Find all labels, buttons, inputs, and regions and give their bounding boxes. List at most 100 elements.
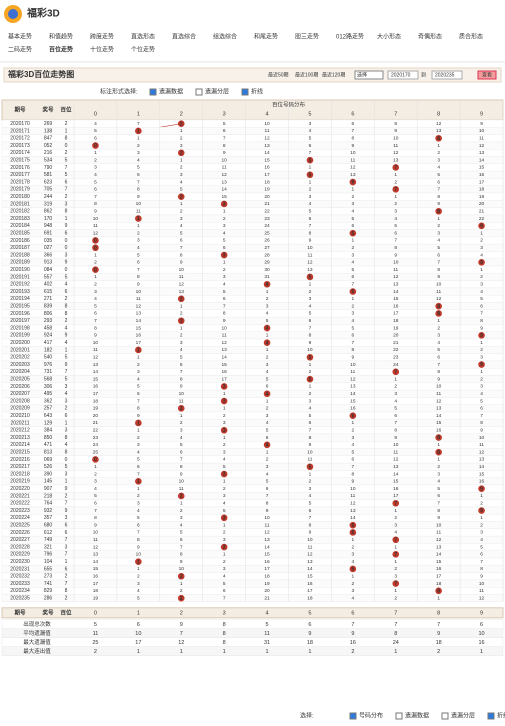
title-bar [3,67,502,83]
to-box[interactable] [431,70,463,80]
missing-count: 1 [437,457,440,463]
missing-count: 11 [393,267,398,273]
nav-link[interactable]: 跨度走势 [90,33,114,41]
missing-count: 7 [94,318,97,324]
missing-count: 5 [137,595,140,601]
nav-link[interactable]: 直选综合 [172,33,196,41]
missing-count: 11 [179,398,184,404]
hundreds: 3 [65,544,68,550]
missing-count: 3 [223,566,226,572]
nav-link[interactable]: 基本走势 [8,33,32,41]
missing-count: 5 [309,311,312,317]
draw-number: 540 [44,355,53,361]
nav-link[interactable]: 和值趋势 [49,33,73,41]
missing-count: 6 [137,391,140,397]
checkbox[interactable] [349,712,357,720]
nav-link[interactable]: 二码走势 [8,46,32,54]
missing-count: 1 [266,398,269,404]
nav-link[interactable]: 和尾走势 [254,33,278,41]
hundreds: 4 [65,282,68,288]
select-box[interactable] [354,70,384,80]
missing-count: 7 [309,223,312,229]
missing-count: 2 [394,384,397,390]
missing-count: 1 [223,260,226,266]
hit-number: 9 [480,333,483,339]
missing-count: 4 [180,522,183,528]
view-button[interactable] [477,70,497,80]
site-title: 福彩3D [26,7,60,20]
missing-count: 4 [94,121,97,127]
missing-count: 6 [352,457,355,463]
missing-count: 6 [94,187,97,193]
hundreds: 2 [65,296,68,302]
nav-link[interactable]: 大小形态 [377,33,401,41]
hit-number: 2 [180,296,183,302]
missing-count: 16 [436,428,442,434]
hit-number: 0 [94,143,97,149]
missing-count: 3 [94,165,97,171]
missing-count: 10 [307,449,313,455]
missing-count: 1 [94,150,97,156]
missing-count: 2 [266,457,269,463]
checkbox[interactable] [149,88,157,96]
range-option[interactable]: 最近50期 [268,71,289,78]
nav-link[interactable]: 胆三走势 [295,33,319,41]
nav-link[interactable]: 十位走势 [90,46,114,54]
missing-count: 3 [480,530,483,536]
checkbox[interactable] [441,712,449,720]
nav-link[interactable]: 百位走势 [49,46,73,54]
range-option[interactable]: 最近120期 [322,71,345,78]
missing-count: 18 [307,595,313,601]
hit-number: 1 [137,216,140,222]
missing-count: 3 [137,150,140,156]
stats-value: 10 [135,631,141,637]
missing-count: 9 [266,508,269,514]
missing-count: 4 [223,282,226,288]
stats-value: 1 [394,649,397,655]
nav-link[interactable]: 个位走势 [131,46,155,54]
missing-count: 2 [180,333,183,339]
hit-ball [349,178,357,186]
missing-count: 3 [180,340,183,346]
hit-ball [435,587,442,595]
missing-count: 2 [309,369,312,375]
hit-ball [349,565,357,573]
hit-ball [92,237,99,244]
missing-count: 2 [180,588,183,594]
range-option[interactable]: 最近100期 [295,71,318,78]
draw-number: 749 [44,537,53,543]
missing-count: 1 [480,369,483,375]
checkbox[interactable] [487,712,495,720]
missing-count: 12 [350,376,356,382]
nav-link[interactable]: 012路走势 [336,33,364,41]
period: 2020189 [10,260,30,266]
checkbox[interactable] [395,712,403,720]
missing-count: 8 [480,566,483,572]
missing-count: 18 [264,179,270,185]
period: 2020235 [10,595,30,601]
checkbox[interactable] [241,88,249,96]
missing-count: 1 [180,413,183,419]
nav-link[interactable]: 奇偶形态 [418,33,442,41]
missing-count: 10 [479,128,485,134]
hundreds: 2 [65,574,68,580]
nav-link[interactable]: 质合形态 [459,33,483,41]
checkbox[interactable] [195,88,203,96]
nav-link[interactable]: 组选综合 [213,33,237,41]
hit-ball [177,594,185,602]
missing-count: 12 [264,136,270,142]
period: 2020195 [10,303,30,309]
digit-header: 9 [480,610,483,616]
period: 2020203 [10,362,30,368]
hundreds: 1 [65,420,68,426]
missing-count: 1 [137,566,140,572]
row-bg [1,506,504,515]
missing-count: 1 [180,325,183,331]
row-bg [1,514,504,522]
from-box[interactable] [387,70,419,80]
nav-link[interactable]: 直选形态 [131,33,155,41]
hit-number: 3 [223,428,226,434]
missing-count: 3 [266,303,269,309]
missing-count: 8 [223,143,226,149]
hit-ball [220,543,228,551]
